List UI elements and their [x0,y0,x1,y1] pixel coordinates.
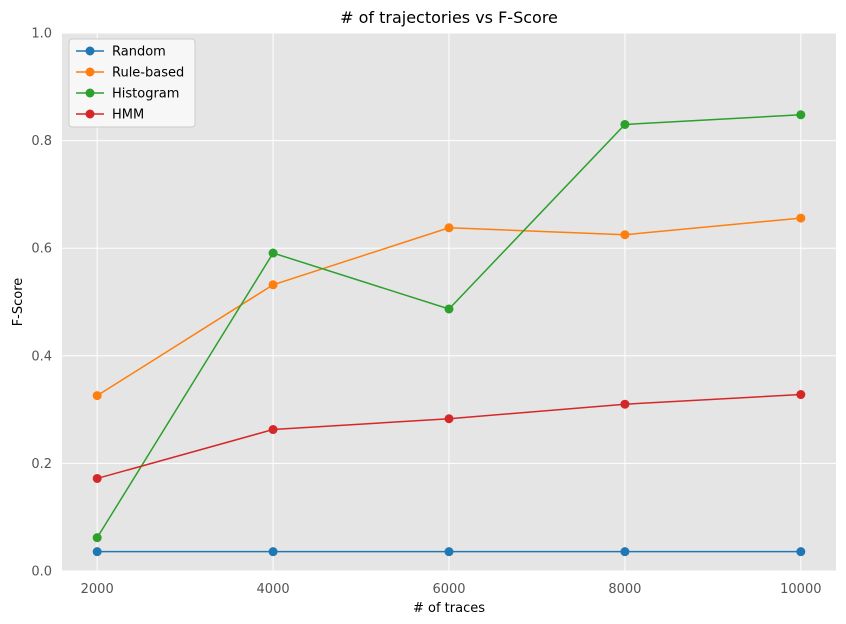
data-point-hmm [620,399,630,409]
x-tick-label: 10000 [780,582,821,597]
data-point-random [268,547,278,557]
data-point-random [620,547,630,557]
legend-label: Histogram [112,87,179,102]
series-random [92,547,806,557]
legend-item-random: Random [76,45,166,60]
legend-swatch-marker [85,67,95,77]
data-point-hmm [92,473,102,483]
legend-label: Random [112,45,166,60]
data-point-rule-based [620,230,630,240]
series-rule-based [92,213,806,401]
legend-item-hmm: HMM [76,108,144,123]
data-point-rule-based [268,280,278,290]
series-hmm [92,390,806,483]
y-tick-label: 0.6 [31,242,52,257]
legend-item-histogram: Histogram [76,87,179,102]
legend-label: HMM [112,108,144,123]
tick-labels: 2000 4000 6000 8000 10000 0.0 0.2 0.4 0.6 0.8 1.0 [31,27,821,598]
data-point-random [444,547,454,557]
data-point-random [796,547,806,557]
data-point-histogram [268,248,278,258]
data-point-histogram [620,119,630,129]
data-point-hmm [796,390,806,400]
legend-swatch-marker [85,88,95,98]
series-histogram [92,110,806,543]
data-point-histogram [796,110,806,120]
x-tick-label: 2000 [81,582,114,597]
x-axis-title: # of traces [413,601,485,616]
legend-item-rule-based: Rule-based [76,66,184,81]
data-point-histogram [92,533,102,543]
data-point-histogram [444,304,454,314]
legend: Random Rule-based Histogram HMM [68,38,196,128]
data-point-rule-based [796,213,806,223]
grid [62,32,836,572]
x-tick-label: 8000 [608,582,641,597]
series-layer [92,110,806,557]
legend-swatch-marker [85,109,95,119]
x-tick-label: 4000 [257,582,290,597]
legend-swatch-marker [85,46,95,56]
data-point-hmm [268,425,278,435]
y-tick-label: 0.8 [31,134,52,149]
legend-label: Rule-based [112,66,184,81]
chart-title: # of trajectories vs F-Score [340,8,558,27]
y-axis-title: F-Score [11,278,26,327]
data-point-rule-based [444,223,454,233]
y-tick-label: 0.2 [31,457,52,472]
y-tick-label: 1.0 [31,27,52,42]
data-point-random [92,547,102,557]
y-tick-label: 0.0 [31,565,52,580]
x-tick-label: 6000 [432,582,465,597]
data-point-hmm [444,414,454,424]
legend-box [68,38,196,128]
data-point-rule-based [92,391,102,401]
y-tick-label: 0.4 [31,349,52,364]
